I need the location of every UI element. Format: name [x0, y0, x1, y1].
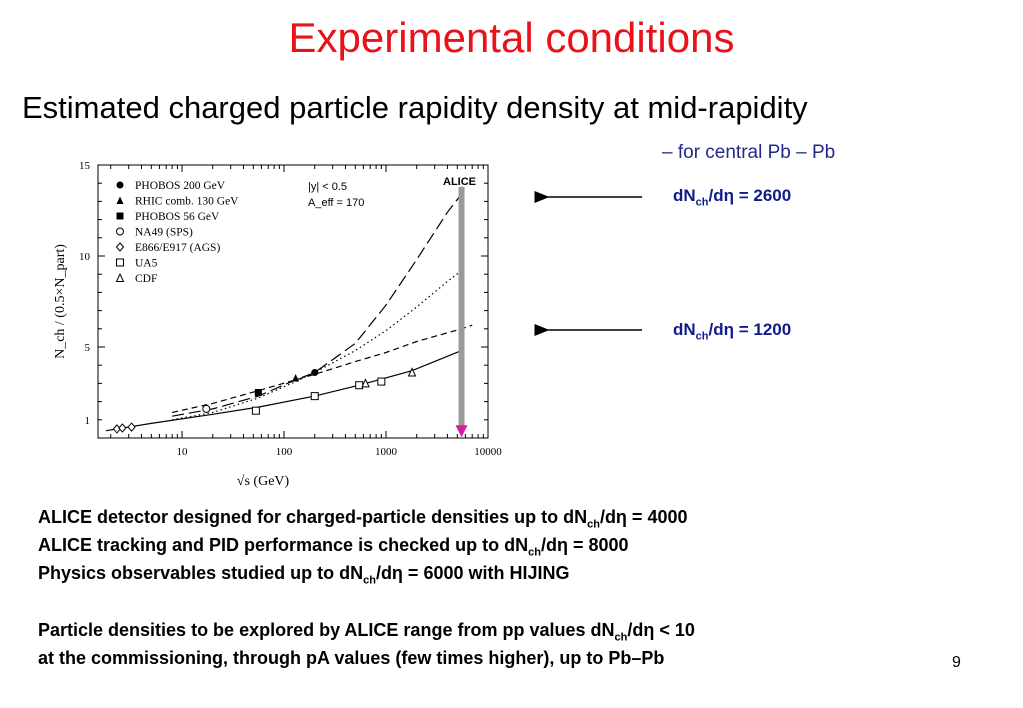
- body-line-5: at the commissioning, through pA values …: [38, 648, 665, 668]
- model-curve-short-dash: [171, 324, 473, 414]
- annotation-2600: dNch/dη = 2600: [673, 186, 792, 209]
- x-axis-label: √s (GeV): [237, 474, 290, 489]
- legend-marker-circle-filled: [116, 181, 124, 189]
- y-tick-label: 10: [79, 251, 91, 263]
- body-line-4: Particle densities to be explored by ALI…: [38, 620, 695, 644]
- x-tick-label: 10: [177, 446, 189, 458]
- slide-subtitle: Estimated charged particle rapidity dens…: [22, 90, 808, 125]
- legend-marker-triangle-open: [115, 272, 125, 282]
- legend-label: CDF: [135, 273, 157, 285]
- alice-label: ALICE: [443, 176, 476, 188]
- legend-note-aeff: A_eff = 170: [308, 197, 364, 209]
- body-line-2: ALICE tracking and PID performance is ch…: [38, 535, 629, 559]
- legend-marker-triangle-filled: [116, 196, 124, 204]
- data-point-square-open: [377, 377, 386, 386]
- legend-label: PHOBOS 56 GeV: [135, 211, 220, 223]
- legend-marker-square-open: [116, 258, 124, 267]
- y-tick-label: 5: [85, 342, 91, 354]
- alice-energy-arrowhead: [455, 425, 468, 438]
- x-tick-label: 1000: [375, 446, 398, 458]
- legend-marker-circle-open: [116, 227, 124, 236]
- y-tick-label: 15: [79, 160, 91, 172]
- legend-note-rapidity: |y| < 0.5: [308, 181, 347, 193]
- y-tick-label: 1: [85, 415, 91, 427]
- body-line-3: Physics observables studied up to dNch/d…: [38, 563, 570, 587]
- x-tick-label: 10000: [474, 446, 502, 458]
- legend-label: PHOBOS 200 GeV: [135, 180, 226, 192]
- legend-label: E866/E917 (AGS): [135, 242, 220, 254]
- data-point-diamond-open: [118, 423, 127, 433]
- data-point-square-filled: [254, 389, 262, 396]
- data-point-triangle-open: [407, 367, 417, 377]
- legend-label: RHIC comb. 130 GeV: [135, 196, 239, 208]
- data-point-square-open: [310, 392, 319, 401]
- page-number: 9: [952, 654, 961, 671]
- data-point-square-open: [355, 381, 364, 390]
- data-point-square-open: [251, 406, 260, 415]
- data-point-triangle-filled: [292, 373, 300, 382]
- legend-label: UA5: [135, 258, 158, 270]
- slide-subtitle-collision-system: – for central Pb – Pb: [662, 142, 836, 163]
- plot-frame: [97, 164, 489, 439]
- model-curve-long-dash: [171, 193, 462, 417]
- model-curve-solid: [106, 350, 462, 432]
- data-point-circle-filled: [311, 368, 319, 376]
- data-point-circle-open: [202, 404, 211, 413]
- legend-marker-square-filled: [116, 212, 124, 220]
- data-point-triangle-open: [361, 378, 370, 388]
- body-line-1: ALICE detector designed for charged-part…: [38, 507, 688, 531]
- x-tick-label: 100: [276, 446, 293, 458]
- legend-marker-diamond-open: [115, 242, 125, 252]
- annotation-1200: dNch/dη = 1200: [673, 320, 792, 343]
- data-point-diamond-open: [127, 422, 136, 432]
- slide-title: Experimental conditions: [288, 14, 735, 61]
- y-axis-label: N_ch / (0.5×N_part): [53, 244, 68, 359]
- alice-energy-bar: [458, 186, 465, 429]
- legend-label: NA49 (SPS): [135, 227, 193, 239]
